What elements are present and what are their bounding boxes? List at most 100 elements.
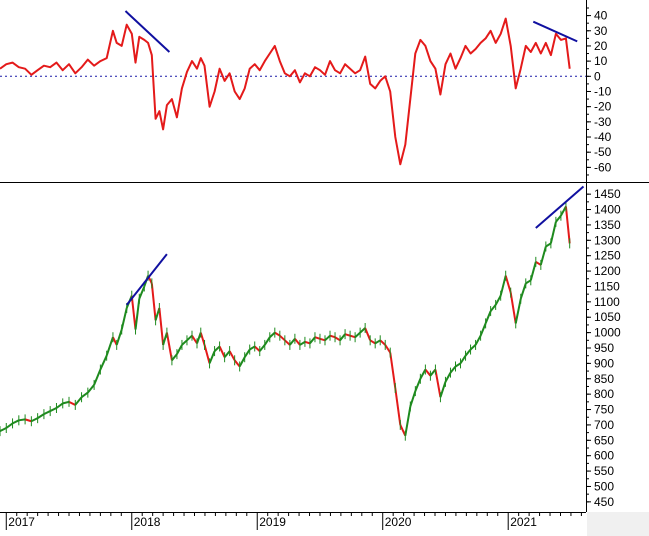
price-segment	[504, 275, 512, 293]
y-tick-label: -30	[594, 115, 612, 129]
price-segment	[459, 355, 467, 364]
price-segment	[555, 215, 562, 223]
x-tick-label: 2020	[385, 515, 412, 529]
price-segment	[424, 368, 432, 377]
price-segment	[324, 334, 331, 342]
y-tick-label: -10	[594, 84, 612, 98]
price-segment	[37, 413, 45, 419]
price-segment	[186, 334, 193, 342]
price-segment	[354, 331, 361, 338]
price-segment	[389, 352, 397, 389]
price-segment	[314, 336, 321, 340]
price-segment	[414, 378, 422, 392]
price-segment	[130, 295, 137, 330]
price-segment	[181, 339, 188, 346]
y-tick-label: 1300	[594, 233, 621, 247]
price-segment	[62, 400, 70, 405]
price-segment	[514, 298, 522, 324]
y-tick-label: -50	[594, 145, 612, 159]
y-tick-label: 650	[594, 433, 614, 447]
price-segment	[484, 310, 492, 324]
price-segment	[489, 304, 497, 312]
price-segment	[43, 410, 51, 416]
price-segment	[213, 345, 221, 352]
price-segment	[299, 340, 306, 346]
price-segment	[243, 348, 251, 358]
price-segment	[233, 359, 241, 368]
price-segment	[394, 387, 402, 426]
y-tick-label: 900	[594, 356, 614, 370]
price-segment	[289, 338, 296, 346]
price-segment	[525, 279, 532, 285]
y-tick-label: 10	[594, 54, 608, 68]
price-segment	[203, 344, 211, 364]
price-segment	[263, 336, 271, 346]
price-segment	[494, 295, 502, 306]
price-segment	[339, 333, 346, 341]
price-segment	[509, 292, 517, 324]
trendline	[125, 253, 168, 306]
x-tick-label: 2017	[8, 515, 35, 529]
y-tick-label: 1200	[594, 264, 621, 278]
price-segment	[93, 369, 102, 386]
y-tick-label: 1100	[594, 295, 620, 309]
price-segment	[138, 286, 146, 300]
y-tick-label: -20	[594, 100, 612, 114]
price-segment	[564, 206, 571, 244]
y-tick-label: 500	[594, 479, 614, 493]
price-segment	[191, 335, 198, 344]
price-segment	[171, 353, 178, 361]
price-segment	[134, 298, 141, 330]
y-tick-label: 20	[594, 39, 608, 53]
price-segment	[349, 334, 356, 339]
price-segment	[87, 384, 95, 394]
y-tick-label: 1350	[594, 218, 621, 232]
price-segment	[319, 337, 326, 342]
price-segment	[5, 422, 14, 429]
y-tick-label: 1050	[594, 310, 621, 324]
x-tick-label: 2018	[134, 515, 161, 529]
trendline	[535, 185, 585, 229]
y-tick-label: 750	[594, 403, 614, 417]
price-segment	[399, 424, 407, 437]
price-segment	[249, 345, 256, 351]
y-tick-label: -40	[594, 130, 612, 144]
price-segment	[55, 402, 64, 409]
y-tick-label: 30	[594, 24, 608, 38]
price-segment	[18, 418, 26, 422]
y-tick-label: 0	[594, 69, 601, 83]
y-tick-label: 700	[594, 418, 614, 432]
corner-box	[587, 512, 649, 536]
price-segment	[80, 391, 89, 399]
y-tick-label: 1000	[594, 326, 621, 340]
price-segment	[369, 339, 376, 345]
price-segment	[329, 334, 336, 339]
y-tick-label: 800	[594, 387, 614, 401]
price-segment	[68, 400, 76, 406]
x-tick-label: 2019	[259, 515, 286, 529]
price-segment	[115, 329, 123, 346]
trendline	[124, 10, 171, 53]
price-segment	[0, 427, 7, 432]
price-segment	[12, 419, 20, 425]
price-segment	[439, 381, 447, 398]
y-tick-label: 950	[594, 341, 614, 355]
price-segment	[519, 283, 527, 300]
price-segment	[479, 323, 487, 337]
price-segment	[419, 369, 427, 380]
price-segment	[150, 283, 157, 321]
y-tick-label: 1250	[594, 249, 621, 263]
y-tick-label: 850	[594, 372, 614, 386]
price-segment	[364, 327, 372, 341]
price-segment	[429, 368, 437, 377]
price-segment	[165, 332, 173, 361]
x-axis: 2017 2018 2019 2020 2021	[5, 512, 582, 530]
y-tick-label: 1450	[594, 187, 621, 201]
price-segment	[158, 307, 165, 346]
price-segment	[384, 344, 392, 354]
price-segment	[228, 350, 236, 361]
y-tick-label: 40	[594, 9, 608, 23]
price-segment	[24, 418, 32, 423]
